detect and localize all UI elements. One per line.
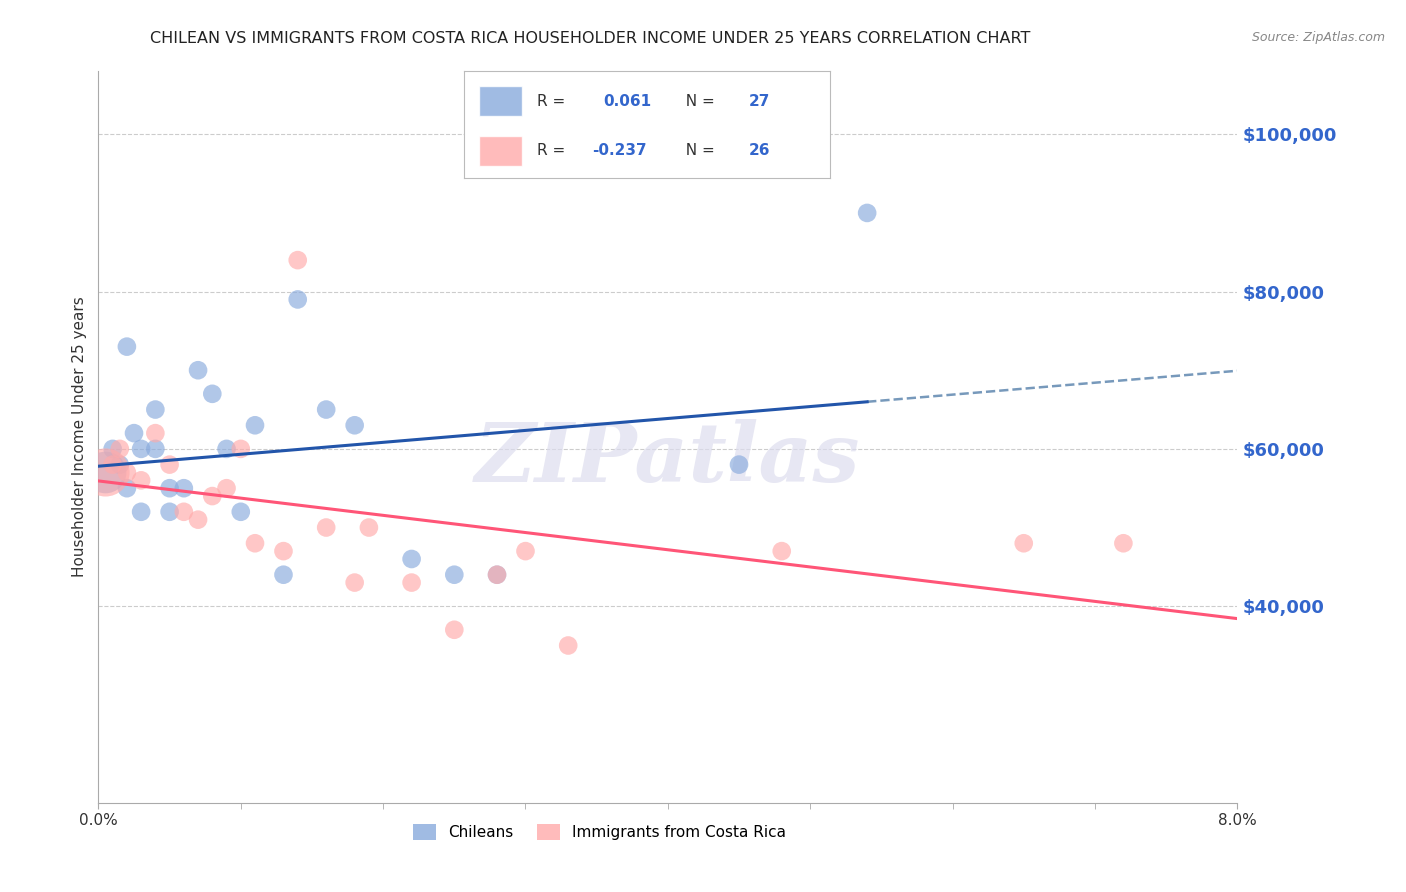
Point: [343, 575, 366, 590]
Point: [94, 466, 117, 480]
Point: [229, 442, 252, 456]
Point: [273, 544, 295, 558]
Text: N =: N =: [676, 143, 720, 158]
Point: [101, 458, 124, 472]
Point: [145, 442, 167, 456]
Text: 26: 26: [749, 143, 770, 158]
Point: [145, 402, 167, 417]
Point: [201, 387, 224, 401]
Point: [443, 623, 465, 637]
Point: [315, 520, 337, 534]
Point: [215, 481, 238, 495]
Text: 0.061: 0.061: [603, 94, 651, 109]
Point: [115, 340, 138, 354]
Point: [243, 418, 266, 433]
Point: [1012, 536, 1035, 550]
Point: [145, 426, 167, 441]
Point: [856, 206, 879, 220]
Point: [187, 513, 209, 527]
Point: [94, 466, 117, 480]
Point: [173, 505, 195, 519]
Point: [173, 481, 195, 495]
Point: [187, 363, 209, 377]
Point: [201, 489, 224, 503]
Point: [115, 466, 138, 480]
Point: [557, 639, 579, 653]
Point: [515, 544, 537, 558]
Point: [343, 418, 366, 433]
Point: [401, 575, 423, 590]
Point: [215, 442, 238, 456]
Point: [401, 552, 423, 566]
Point: [243, 536, 266, 550]
Point: [129, 473, 152, 487]
Point: [770, 544, 793, 558]
Legend: Chileans, Immigrants from Costa Rica: Chileans, Immigrants from Costa Rica: [408, 818, 792, 847]
Point: [229, 505, 252, 519]
Point: [443, 567, 465, 582]
Point: [115, 481, 138, 495]
Point: [159, 481, 181, 495]
FancyBboxPatch shape: [478, 136, 523, 166]
Point: [159, 505, 181, 519]
FancyBboxPatch shape: [478, 87, 523, 116]
Point: [129, 442, 152, 456]
Point: [728, 458, 751, 472]
Point: [357, 520, 380, 534]
Point: [287, 293, 309, 307]
Y-axis label: Householder Income Under 25 years: Householder Income Under 25 years: [72, 297, 87, 577]
Point: [315, 402, 337, 417]
Point: [122, 426, 145, 441]
Point: [101, 442, 124, 456]
Text: R =: R =: [537, 143, 571, 158]
Point: [486, 567, 509, 582]
Text: Source: ZipAtlas.com: Source: ZipAtlas.com: [1251, 31, 1385, 45]
Point: [287, 253, 309, 268]
Text: -0.237: -0.237: [592, 143, 647, 158]
Text: CHILEAN VS IMMIGRANTS FROM COSTA RICA HOUSEHOLDER INCOME UNDER 25 YEARS CORRELAT: CHILEAN VS IMMIGRANTS FROM COSTA RICA HO…: [150, 31, 1031, 46]
Point: [108, 458, 131, 472]
Text: 27: 27: [749, 94, 770, 109]
Point: [1112, 536, 1135, 550]
Point: [486, 567, 509, 582]
Text: ZIPatlas: ZIPatlas: [475, 419, 860, 499]
Point: [273, 567, 295, 582]
Point: [159, 458, 181, 472]
Text: N =: N =: [676, 94, 720, 109]
Point: [108, 442, 131, 456]
Point: [129, 505, 152, 519]
Text: R =: R =: [537, 94, 575, 109]
